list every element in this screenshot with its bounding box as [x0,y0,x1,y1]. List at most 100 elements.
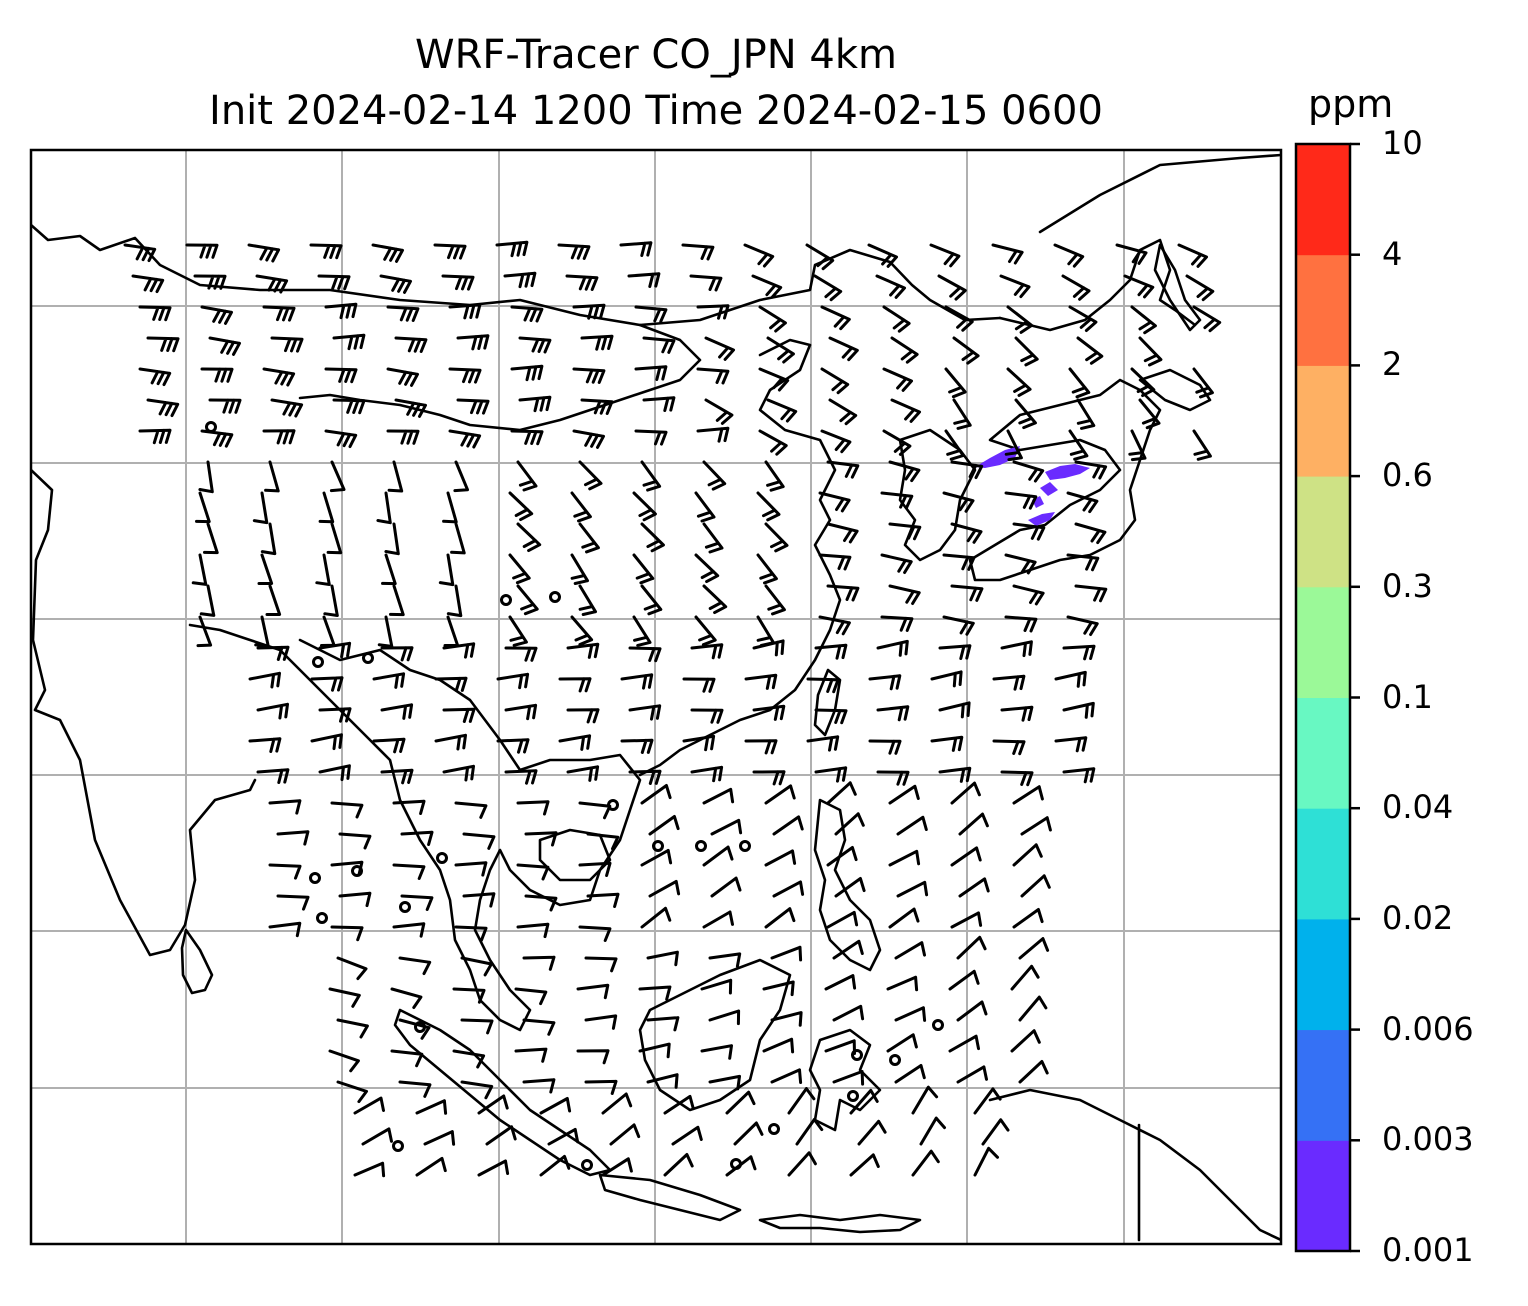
colorbar-tick-label: 4 [1382,234,1403,273]
wind-barb [1020,874,1051,898]
wind-barb [999,274,1031,299]
wind-barb [1068,305,1098,332]
coastline-china-east [638,338,842,777]
wind-barb [1074,522,1107,545]
wind-barb [371,243,404,263]
coastline-china-north [31,223,702,432]
wind-barb [1004,615,1038,633]
coastline-mekong [538,828,612,882]
wind-barb [580,398,614,415]
wind-barb [1123,274,1155,299]
wind-barb [310,676,344,692]
wind-barb [956,1065,988,1084]
wind-barb [438,553,455,587]
wind-barb [973,1087,1002,1115]
wind-barb [262,429,296,445]
wind-barb [380,768,414,785]
wind-barb [950,846,982,867]
wind-barb [805,243,835,271]
wind-barb [894,1006,927,1022]
colorbar-segment [1296,1029,1350,1141]
wind-barb [256,768,290,784]
colorbar-segment [1296,144,1350,256]
wind-barb [338,832,372,850]
wind-barb [886,975,919,992]
coastline-philippines [813,798,882,972]
wind-barb [725,1090,756,1115]
calm-wind-marker [392,1140,404,1152]
wind-barb [257,553,274,585]
wind-barb [522,1018,556,1036]
wind-barb [814,766,848,783]
wind-barb [570,615,594,646]
wind-barb [586,832,620,851]
wind-barb [326,522,343,555]
map-title: WRF-Tracer CO_JPN 4km [415,32,897,78]
wind-barb [702,584,728,615]
calm-wind-marker [414,1021,426,1033]
wind-barb [522,1078,556,1094]
wind-barb [764,784,796,805]
wind-barb [620,738,654,754]
wind-barb [826,781,857,805]
wind-barb [450,522,466,555]
wind-barb [744,739,778,755]
wind-barb [787,1151,817,1177]
wind-barb [1130,305,1157,335]
wind-barb [372,737,406,754]
wind-barb [446,584,463,618]
wind-barb [938,766,972,783]
wind-barb [1006,367,1032,397]
wind-barb [262,305,296,322]
colorbar-tick-label: 0.04 [1382,788,1454,827]
wind-barb [1062,701,1095,719]
wind-barb [318,707,352,723]
wind-barb [328,1049,360,1073]
colorbar-units: ppm [1308,82,1394,126]
wind-barb [758,429,788,456]
wind-barb [442,491,458,524]
calm-wind-marker [932,1019,944,1031]
wind-barb [820,429,852,454]
wind-barb [454,925,488,942]
wind-barb [875,274,906,299]
wind-barb [392,922,426,938]
wind-barb [508,553,531,585]
wind-barb [1053,243,1085,268]
wind-barb [248,671,281,689]
wind-barb [743,243,775,268]
wind-barb [632,615,652,647]
wind-barb [1138,398,1161,430]
wind-barb [254,615,270,648]
wind-barb [578,861,612,877]
wind-barb [671,1125,703,1146]
wind-barb [516,922,550,939]
wind-barb [208,398,242,414]
wind-barb [557,243,591,260]
wind-barb [400,830,434,846]
wind-barb [888,849,921,867]
wind-barb [642,336,676,354]
coastline-java [598,1173,742,1222]
wind-barb [453,460,469,493]
wind-barb [332,398,366,415]
wind-barb [324,429,358,449]
wind-barb [1066,553,1100,572]
wind-barb [619,241,653,257]
wind-barb [708,952,742,968]
calm-wind-marker [847,1090,859,1102]
wind-barb [952,398,972,430]
wind-barb [880,615,914,632]
wind-barb [323,584,339,617]
wind-barb [689,274,723,292]
wind-barb [510,429,544,446]
wind-barb [539,1097,572,1115]
wind-barb [958,877,990,898]
wind-barb [950,584,984,602]
wind-barb [1012,785,1044,805]
wind-barb [944,429,965,461]
wind-barb [640,584,663,616]
wind-barb [448,303,482,320]
wind-barb [448,429,482,449]
wind-barb [696,367,730,385]
